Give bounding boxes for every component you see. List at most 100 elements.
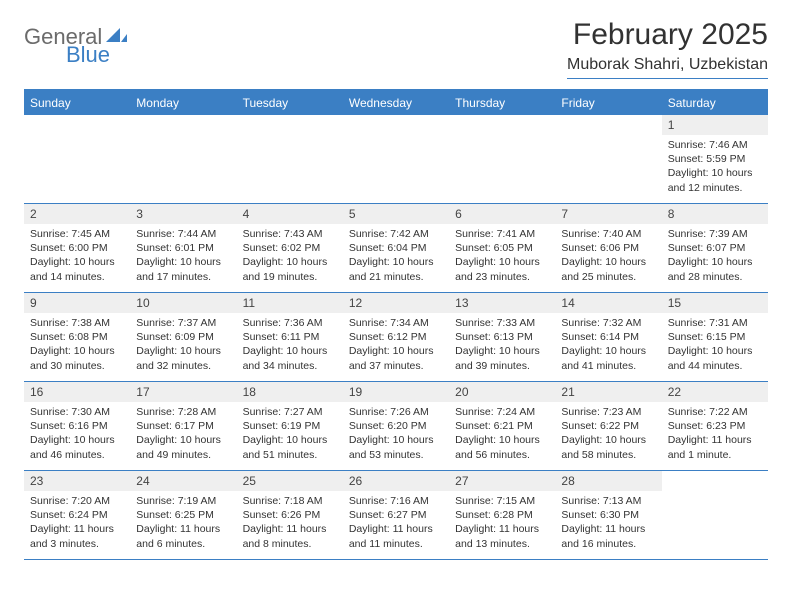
day-number: 5 <box>343 204 449 224</box>
day-details: Sunrise: 7:34 AMSunset: 6:12 PMDaylight:… <box>343 313 449 379</box>
sunrise-text: Sunrise: 7:24 AM <box>455 405 549 419</box>
calendar-cell: 1Sunrise: 7:46 AMSunset: 5:59 PMDaylight… <box>662 115 768 203</box>
day-details: Sunrise: 7:41 AMSunset: 6:05 PMDaylight:… <box>449 224 555 290</box>
calendar-cell: 10Sunrise: 7:37 AMSunset: 6:09 PMDayligh… <box>130 293 236 381</box>
day-number: 11 <box>237 293 343 313</box>
sunrise-text: Sunrise: 7:31 AM <box>668 316 762 330</box>
day-number: 3 <box>130 204 236 224</box>
calendar-cell: 2Sunrise: 7:45 AMSunset: 6:00 PMDaylight… <box>24 204 130 292</box>
day-header: Wednesday <box>343 91 449 115</box>
sunrise-text: Sunrise: 7:26 AM <box>349 405 443 419</box>
daylight-text: Daylight: 10 hours and 23 minutes. <box>455 255 549 283</box>
day-number: 27 <box>449 471 555 491</box>
sunset-text: Sunset: 6:27 PM <box>349 508 443 522</box>
day-number: 26 <box>343 471 449 491</box>
daylight-text: Daylight: 10 hours and 58 minutes. <box>561 433 655 461</box>
sunrise-text: Sunrise: 7:34 AM <box>349 316 443 330</box>
sunset-text: Sunset: 6:13 PM <box>455 330 549 344</box>
sunset-text: Sunset: 6:19 PM <box>243 419 337 433</box>
week-row: 1Sunrise: 7:46 AMSunset: 5:59 PMDaylight… <box>24 115 768 204</box>
day-details: Sunrise: 7:46 AMSunset: 5:59 PMDaylight:… <box>662 135 768 201</box>
calendar-cell: 23Sunrise: 7:20 AMSunset: 6:24 PMDayligh… <box>24 471 130 559</box>
sunrise-text: Sunrise: 7:39 AM <box>668 227 762 241</box>
daylight-text: Daylight: 10 hours and 41 minutes. <box>561 344 655 372</box>
calendar-cell: 25Sunrise: 7:18 AMSunset: 6:26 PMDayligh… <box>237 471 343 559</box>
sunset-text: Sunset: 6:05 PM <box>455 241 549 255</box>
sunset-text: Sunset: 6:17 PM <box>136 419 230 433</box>
calendar-cell: 16Sunrise: 7:30 AMSunset: 6:16 PMDayligh… <box>24 382 130 470</box>
sunset-text: Sunset: 6:21 PM <box>455 419 549 433</box>
calendar-cell <box>130 115 236 203</box>
sunrise-text: Sunrise: 7:18 AM <box>243 494 337 508</box>
day-number: 2 <box>24 204 130 224</box>
sunrise-text: Sunrise: 7:43 AM <box>243 227 337 241</box>
week-row: 2Sunrise: 7:45 AMSunset: 6:00 PMDaylight… <box>24 204 768 293</box>
day-details: Sunrise: 7:38 AMSunset: 6:08 PMDaylight:… <box>24 313 130 379</box>
day-number: 24 <box>130 471 236 491</box>
calendar-cell: 14Sunrise: 7:32 AMSunset: 6:14 PMDayligh… <box>555 293 661 381</box>
day-number: 7 <box>555 204 661 224</box>
sunset-text: Sunset: 6:20 PM <box>349 419 443 433</box>
sunset-text: Sunset: 6:23 PM <box>668 419 762 433</box>
day-header: Friday <box>555 91 661 115</box>
calendar-cell <box>555 115 661 203</box>
calendar-cell <box>237 115 343 203</box>
sunrise-text: Sunrise: 7:20 AM <box>30 494 124 508</box>
sunrise-text: Sunrise: 7:27 AM <box>243 405 337 419</box>
day-details: Sunrise: 7:30 AMSunset: 6:16 PMDaylight:… <box>24 402 130 468</box>
calendar-cell <box>662 471 768 559</box>
daylight-text: Daylight: 11 hours and 13 minutes. <box>455 522 549 550</box>
day-details: Sunrise: 7:22 AMSunset: 6:23 PMDaylight:… <box>662 402 768 468</box>
month-title: February 2025 <box>567 18 768 52</box>
day-headers-row: SundayMondayTuesdayWednesdayThursdayFrid… <box>24 91 768 115</box>
sunrise-text: Sunrise: 7:15 AM <box>455 494 549 508</box>
sunset-text: Sunset: 6:12 PM <box>349 330 443 344</box>
calendar-cell: 12Sunrise: 7:34 AMSunset: 6:12 PMDayligh… <box>343 293 449 381</box>
sunrise-text: Sunrise: 7:28 AM <box>136 405 230 419</box>
header: General February 2025 Muborak Shahri, Uz… <box>24 18 768 79</box>
sunrise-text: Sunrise: 7:37 AM <box>136 316 230 330</box>
day-details: Sunrise: 7:27 AMSunset: 6:19 PMDaylight:… <box>237 402 343 468</box>
daylight-text: Daylight: 10 hours and 46 minutes. <box>30 433 124 461</box>
sunset-text: Sunset: 6:08 PM <box>30 330 124 344</box>
sunrise-text: Sunrise: 7:13 AM <box>561 494 655 508</box>
calendar: SundayMondayTuesdayWednesdayThursdayFrid… <box>24 89 768 560</box>
sunrise-text: Sunrise: 7:41 AM <box>455 227 549 241</box>
day-details: Sunrise: 7:26 AMSunset: 6:20 PMDaylight:… <box>343 402 449 468</box>
sunrise-text: Sunrise: 7:23 AM <box>561 405 655 419</box>
daylight-text: Daylight: 11 hours and 3 minutes. <box>30 522 124 550</box>
day-details: Sunrise: 7:40 AMSunset: 6:06 PMDaylight:… <box>555 224 661 290</box>
daylight-text: Daylight: 10 hours and 28 minutes. <box>668 255 762 283</box>
daylight-text: Daylight: 10 hours and 53 minutes. <box>349 433 443 461</box>
week-row: 16Sunrise: 7:30 AMSunset: 6:16 PMDayligh… <box>24 382 768 471</box>
calendar-cell: 9Sunrise: 7:38 AMSunset: 6:08 PMDaylight… <box>24 293 130 381</box>
daylight-text: Daylight: 10 hours and 21 minutes. <box>349 255 443 283</box>
day-number: 13 <box>449 293 555 313</box>
calendar-cell: 18Sunrise: 7:27 AMSunset: 6:19 PMDayligh… <box>237 382 343 470</box>
sunrise-text: Sunrise: 7:16 AM <box>349 494 443 508</box>
daylight-text: Daylight: 10 hours and 49 minutes. <box>136 433 230 461</box>
day-details: Sunrise: 7:39 AMSunset: 6:07 PMDaylight:… <box>662 224 768 290</box>
logo-text-blue: Blue <box>66 42 110 68</box>
daylight-text: Daylight: 11 hours and 8 minutes. <box>243 522 337 550</box>
day-number: 23 <box>24 471 130 491</box>
calendar-cell <box>24 115 130 203</box>
day-number: 20 <box>449 382 555 402</box>
calendar-cell: 15Sunrise: 7:31 AMSunset: 6:15 PMDayligh… <box>662 293 768 381</box>
daylight-text: Daylight: 10 hours and 17 minutes. <box>136 255 230 283</box>
day-details: Sunrise: 7:45 AMSunset: 6:00 PMDaylight:… <box>24 224 130 290</box>
daylight-text: Daylight: 10 hours and 37 minutes. <box>349 344 443 372</box>
day-details: Sunrise: 7:36 AMSunset: 6:11 PMDaylight:… <box>237 313 343 379</box>
day-number: 12 <box>343 293 449 313</box>
calendar-cell: 13Sunrise: 7:33 AMSunset: 6:13 PMDayligh… <box>449 293 555 381</box>
sunrise-text: Sunrise: 7:32 AM <box>561 316 655 330</box>
day-details: Sunrise: 7:28 AMSunset: 6:17 PMDaylight:… <box>130 402 236 468</box>
sunset-text: Sunset: 6:24 PM <box>30 508 124 522</box>
daylight-text: Daylight: 10 hours and 39 minutes. <box>455 344 549 372</box>
calendar-cell: 4Sunrise: 7:43 AMSunset: 6:02 PMDaylight… <box>237 204 343 292</box>
day-details: Sunrise: 7:20 AMSunset: 6:24 PMDaylight:… <box>24 491 130 557</box>
daylight-text: Daylight: 10 hours and 30 minutes. <box>30 344 124 372</box>
day-details: Sunrise: 7:43 AMSunset: 6:02 PMDaylight:… <box>237 224 343 290</box>
calendar-cell: 17Sunrise: 7:28 AMSunset: 6:17 PMDayligh… <box>130 382 236 470</box>
sunset-text: Sunset: 6:00 PM <box>30 241 124 255</box>
